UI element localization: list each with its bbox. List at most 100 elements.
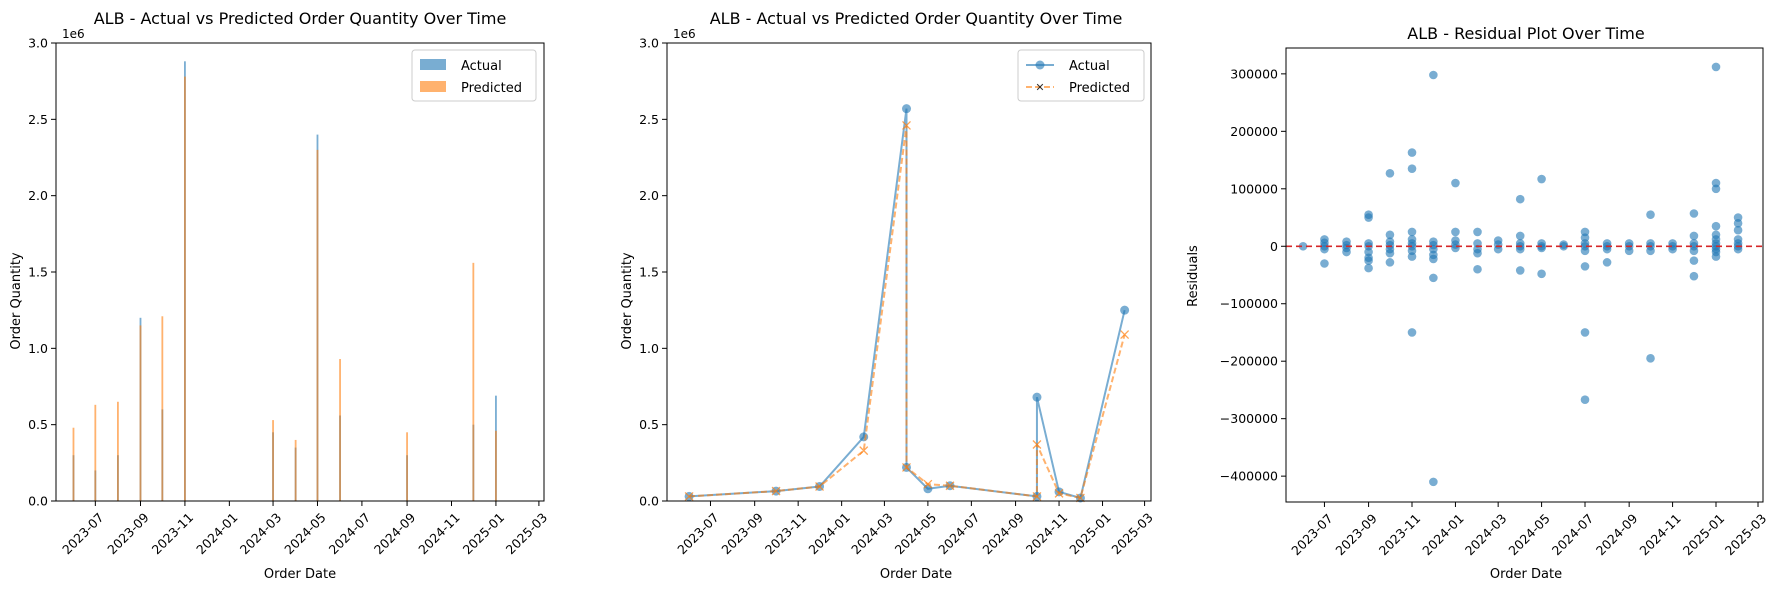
residual-point xyxy=(1407,227,1417,237)
residual-point xyxy=(1473,264,1482,274)
y-tick-label: 0.5 xyxy=(639,417,659,432)
point-predicted xyxy=(902,120,911,130)
residual-point xyxy=(1473,248,1482,258)
x-tick-label: 2024-01 xyxy=(193,510,241,558)
bar-predicted xyxy=(406,432,408,501)
x-tick-label: 2023-07 xyxy=(59,510,107,558)
series-line-predicted xyxy=(689,125,1126,500)
x-tick-label: 2023-07 xyxy=(1288,511,1336,559)
chart-title: ALB - Actual vs Predicted Order Quantity… xyxy=(94,9,507,28)
legend-marker-predicted: ✕ xyxy=(1035,81,1044,94)
residual-point xyxy=(1689,231,1699,241)
x-tick-label: 2024-09 xyxy=(1593,511,1641,559)
point-actual xyxy=(859,432,869,442)
legend-label-predicted: Predicted xyxy=(461,81,522,96)
residual-point xyxy=(1689,256,1699,265)
x-tick-label: 2025-01 xyxy=(1066,510,1114,558)
y-tick-label: −300000 xyxy=(1220,411,1278,426)
tick-layer: 0.0 0.5 1.0 1.5 2.0 2.5 3.0 2023-072023-092023-… xyxy=(28,36,550,558)
x-tick-label: 2025-03 xyxy=(1108,510,1156,558)
legend-marker-actual xyxy=(1035,60,1045,70)
residual-point xyxy=(1429,254,1438,264)
y-axis-label: Order Quantity xyxy=(9,252,24,350)
residual-point xyxy=(1429,477,1438,487)
residual-point xyxy=(1451,243,1460,253)
y-tick-label: 200000 xyxy=(1230,124,1278,139)
bar-predicted xyxy=(316,149,319,501)
tick-layer: 300000 200000 100000 0 −100000 −200000 −300000… xyxy=(1220,66,1770,558)
y-tick-label: 2.5 xyxy=(639,112,659,127)
y-tick-label: 1.5 xyxy=(28,265,48,280)
point-predicted xyxy=(1120,330,1130,340)
legend-swatch-actual xyxy=(420,59,446,70)
line-chart-panel: ALB - Actual vs Predicted Order Quantity… xyxy=(620,9,1156,582)
mark-layer xyxy=(1286,62,1763,487)
bar-predicted xyxy=(294,439,297,501)
residual-point xyxy=(1624,246,1634,256)
residual-point xyxy=(1711,221,1721,231)
x-axis-label: Order Date xyxy=(264,567,336,582)
residual-point xyxy=(1407,164,1417,173)
residual-point xyxy=(1451,178,1460,188)
residual-point xyxy=(1711,62,1721,72)
x-tick-label: 2024-07 xyxy=(935,510,983,558)
residual-point xyxy=(1342,247,1351,257)
y-tick-label: 0 xyxy=(1270,239,1278,254)
x-tick-label: 2024-01 xyxy=(1419,511,1467,559)
legend-label-actual: Actual xyxy=(461,59,502,74)
residual-point xyxy=(1733,225,1743,235)
mark-layer xyxy=(684,104,1130,503)
tick-layer: 0.0 0.5 1.0 1.5 2.0 2.5 3.0 2023-072023-092023-… xyxy=(639,36,1156,558)
y-tick-label: 1.5 xyxy=(639,265,659,280)
point-predicted xyxy=(945,481,955,491)
bar-predicted xyxy=(139,325,142,501)
legend-label-actual: Actual xyxy=(1069,59,1110,74)
residual-point xyxy=(1385,248,1395,258)
residual-point xyxy=(1451,227,1460,237)
y-tick-label: 0.5 xyxy=(28,417,48,432)
point-predicted xyxy=(923,479,933,489)
residual-point xyxy=(1689,209,1699,218)
legend-label-predicted: Predicted xyxy=(1069,81,1130,96)
y-tick-label: 300000 xyxy=(1230,66,1278,81)
bar-predicted xyxy=(339,359,341,501)
point-predicted xyxy=(1032,440,1042,449)
y-tick-label: 1.0 xyxy=(28,341,48,356)
x-tick-label: 2023-09 xyxy=(104,510,152,558)
residual-point xyxy=(1559,241,1568,251)
residual-point xyxy=(1515,231,1525,241)
x-tick-label: 2024-11 xyxy=(415,510,463,558)
residual-point xyxy=(1537,243,1546,253)
residual-point xyxy=(1711,184,1721,194)
x-tick-label: 2024-07 xyxy=(1549,511,1597,559)
x-tick-label: 2024-05 xyxy=(281,510,329,558)
point-predicted xyxy=(684,491,694,501)
x-tick-label: 2024-05 xyxy=(892,510,940,558)
legend: Actual ✕ Predicted xyxy=(1017,49,1145,102)
residual-point xyxy=(1646,246,1655,256)
residual-point xyxy=(1429,70,1438,80)
x-tick-label: 2024-11 xyxy=(1023,510,1071,558)
bar-predicted xyxy=(72,427,75,501)
legend: Actual Predicted xyxy=(411,49,537,102)
residual-point xyxy=(1407,252,1417,261)
y-tick-label: 3.0 xyxy=(639,36,659,51)
residual-point xyxy=(1646,210,1655,219)
x-tick-label: 2024-09 xyxy=(979,510,1027,558)
x-tick-label: 2023-07 xyxy=(674,510,722,558)
x-tick-label: 2024-03 xyxy=(237,510,285,558)
legend-swatch-predicted xyxy=(420,81,446,92)
residual-point xyxy=(1646,354,1655,363)
residual-point xyxy=(1580,395,1590,405)
residual-point xyxy=(1407,328,1417,337)
bar-predicted xyxy=(495,430,497,501)
x-tick-label: 2023-11 xyxy=(762,510,810,558)
point-predicted xyxy=(902,462,911,472)
residual-point xyxy=(1364,263,1373,273)
x-axis-label: Order Date xyxy=(880,567,952,582)
residual-point xyxy=(1385,168,1395,178)
residual-point xyxy=(1473,227,1482,237)
residual-point xyxy=(1429,273,1438,283)
residual-scatter-panel: ALB - Residual Plot Over Time Residuals … xyxy=(1186,24,1769,582)
